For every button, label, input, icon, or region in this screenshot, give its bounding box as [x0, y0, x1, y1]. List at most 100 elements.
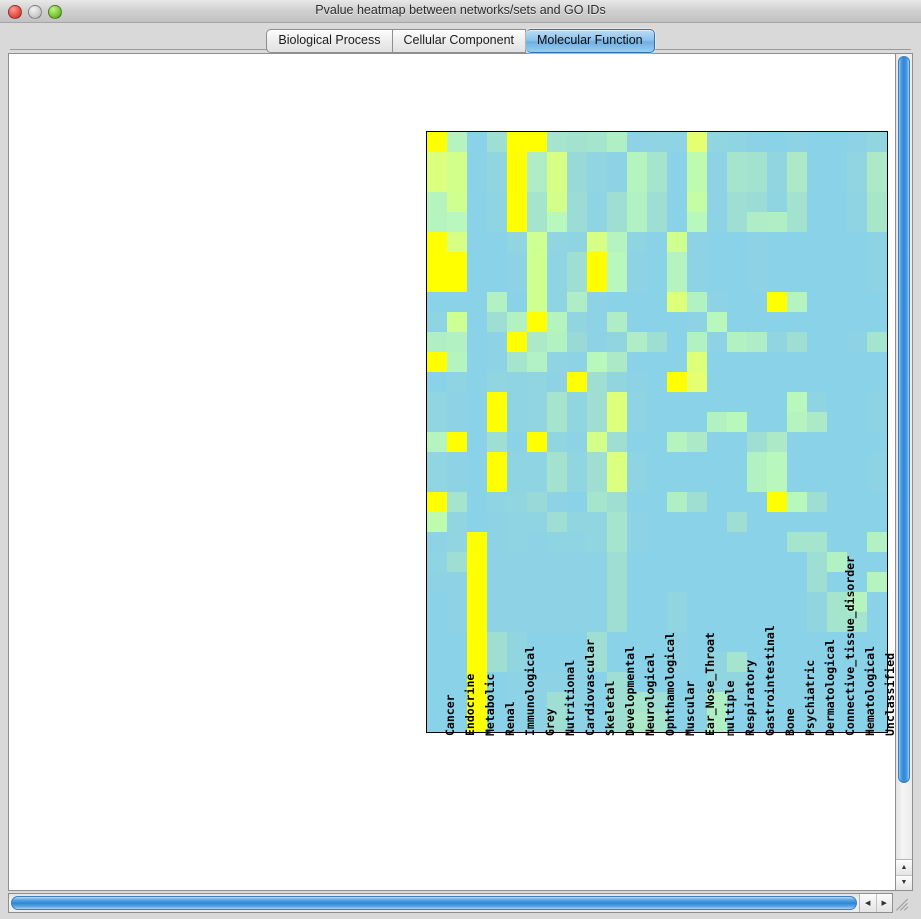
- heatmap-cell[interactable]: [527, 192, 547, 212]
- heatmap-cell[interactable]: [647, 352, 667, 372]
- heatmap-cell[interactable]: [767, 552, 787, 572]
- heatmap-cell[interactable]: [867, 432, 887, 452]
- heatmap-cell[interactable]: [667, 292, 687, 312]
- heatmap-cell[interactable]: [507, 672, 527, 692]
- heatmap-cell[interactable]: [867, 512, 887, 532]
- heatmap-cell[interactable]: [707, 712, 727, 732]
- heatmap-cell[interactable]: [487, 412, 507, 432]
- heatmap-cell[interactable]: [827, 652, 847, 672]
- heatmap-cell[interactable]: [567, 172, 587, 192]
- heatmap-cell[interactable]: [507, 452, 527, 472]
- heatmap-cell[interactable]: [747, 632, 767, 652]
- heatmap-cell[interactable]: [507, 572, 527, 592]
- heatmap-cell[interactable]: [627, 632, 647, 652]
- heatmap-cell[interactable]: [787, 132, 807, 152]
- heatmap-cell[interactable]: [827, 592, 847, 612]
- heatmap-cell[interactable]: [647, 412, 667, 432]
- heatmap-cell[interactable]: [547, 572, 567, 592]
- heatmap-cell[interactable]: [587, 132, 607, 152]
- heatmap-cell[interactable]: [607, 672, 627, 692]
- heatmap-cell[interactable]: [847, 152, 867, 172]
- heatmap-cell[interactable]: [667, 132, 687, 152]
- heatmap-cell[interactable]: [647, 292, 667, 312]
- heatmap-cell[interactable]: [607, 132, 627, 152]
- heatmap-cell[interactable]: [547, 452, 567, 472]
- heatmap-cell[interactable]: [767, 312, 787, 332]
- heatmap-cell[interactable]: [707, 692, 727, 712]
- heatmap-cell[interactable]: [487, 372, 507, 392]
- heatmap-cell[interactable]: [527, 552, 547, 572]
- heatmap-cell[interactable]: [587, 352, 607, 372]
- heatmap-cell[interactable]: [567, 412, 587, 432]
- heatmap-cell[interactable]: [747, 252, 767, 272]
- heatmap-cell[interactable]: [847, 352, 867, 372]
- heatmap-cell[interactable]: [467, 492, 487, 512]
- heatmap-cell[interactable]: [787, 592, 807, 612]
- heatmap-cell[interactable]: [767, 292, 787, 312]
- heatmap-cell[interactable]: [647, 532, 667, 552]
- heatmap-cell[interactable]: [467, 432, 487, 452]
- heatmap-cell[interactable]: [687, 592, 707, 612]
- heatmap-cell[interactable]: [787, 192, 807, 212]
- heatmap-cell[interactable]: [727, 272, 747, 292]
- heatmap-cell[interactable]: [567, 252, 587, 272]
- heatmap-cell[interactable]: [727, 492, 747, 512]
- heatmap-cell[interactable]: [487, 552, 507, 572]
- heatmap-cell[interactable]: [787, 232, 807, 252]
- heatmap-cell[interactable]: [427, 632, 447, 652]
- heatmap-cell[interactable]: [867, 592, 887, 612]
- tab-biological-process[interactable]: Biological Process: [266, 29, 393, 53]
- heatmap-cell[interactable]: [767, 332, 787, 352]
- heatmap-cell[interactable]: [867, 572, 887, 592]
- heatmap-cell[interactable]: [827, 472, 847, 492]
- heatmap-cell[interactable]: [807, 532, 827, 552]
- heatmap-cell[interactable]: [667, 692, 687, 712]
- heatmap-cell[interactable]: [547, 552, 567, 572]
- heatmap-cell[interactable]: [787, 572, 807, 592]
- heatmap-cell[interactable]: [487, 272, 507, 292]
- heatmap-cell[interactable]: [527, 572, 547, 592]
- heatmap-cell[interactable]: [527, 712, 547, 732]
- heatmap-cell[interactable]: [427, 252, 447, 272]
- heatmap-cell[interactable]: [787, 512, 807, 532]
- heatmap-cell[interactable]: [807, 192, 827, 212]
- heatmap-cell[interactable]: [587, 392, 607, 412]
- heatmap-cell[interactable]: [487, 472, 507, 492]
- heatmap-cell[interactable]: [607, 172, 627, 192]
- heatmap-cell[interactable]: [707, 252, 727, 272]
- heatmap-cell[interactable]: [747, 372, 767, 392]
- heatmap-cell[interactable]: [667, 472, 687, 492]
- heatmap-cell[interactable]: [867, 612, 887, 632]
- heatmap-cell[interactable]: [687, 632, 707, 652]
- heatmap-cell[interactable]: [647, 172, 667, 192]
- heatmap-cell[interactable]: [647, 612, 667, 632]
- heatmap-cell[interactable]: [707, 172, 727, 192]
- heatmap-cell[interactable]: [607, 312, 627, 332]
- heatmap-cell[interactable]: [627, 552, 647, 572]
- heatmap-cell[interactable]: [607, 712, 627, 732]
- heatmap-cell[interactable]: [547, 492, 567, 512]
- heatmap-cell[interactable]: [447, 672, 467, 692]
- heatmap-cell[interactable]: [827, 532, 847, 552]
- heatmap-cell[interactable]: [467, 672, 487, 692]
- heatmap-cell[interactable]: [707, 592, 727, 612]
- heatmap-cell[interactable]: [467, 452, 487, 472]
- heatmap-cell[interactable]: [667, 512, 687, 532]
- heatmap-cell[interactable]: [607, 332, 627, 352]
- heatmap-cell[interactable]: [447, 312, 467, 332]
- heatmap-cell[interactable]: [767, 172, 787, 192]
- heatmap-cell[interactable]: [687, 452, 707, 472]
- heatmap-cell[interactable]: [607, 552, 627, 572]
- heatmap-cell[interactable]: [467, 312, 487, 332]
- heatmap-cell[interactable]: [727, 552, 747, 572]
- heatmap-cell[interactable]: [667, 152, 687, 172]
- heatmap-cell[interactable]: [627, 172, 647, 192]
- heatmap-cell[interactable]: [627, 232, 647, 252]
- heatmap-cell[interactable]: [727, 192, 747, 212]
- heatmap-cell[interactable]: [707, 572, 727, 592]
- heatmap-cell[interactable]: [807, 572, 827, 592]
- heatmap-cell[interactable]: [807, 492, 827, 512]
- heatmap-cell[interactable]: [747, 172, 767, 192]
- heatmap-cell[interactable]: [467, 572, 487, 592]
- heatmap-cell[interactable]: [487, 352, 507, 372]
